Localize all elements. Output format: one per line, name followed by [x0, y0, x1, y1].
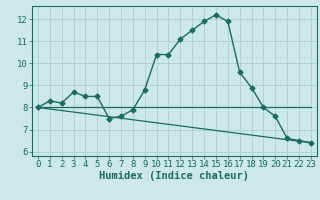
X-axis label: Humidex (Indice chaleur): Humidex (Indice chaleur)	[100, 171, 249, 181]
